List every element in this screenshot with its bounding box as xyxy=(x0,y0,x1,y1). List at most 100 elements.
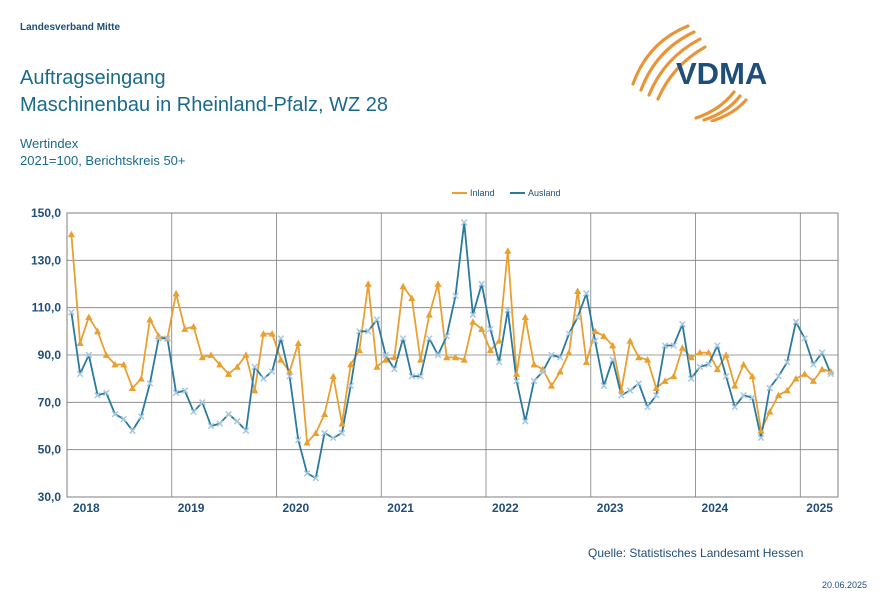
data-point-ausland xyxy=(740,391,747,399)
data-point-ausland xyxy=(329,434,337,442)
data-point-inland xyxy=(111,360,119,368)
data-point-inland xyxy=(504,247,512,254)
data-point-inland xyxy=(207,351,215,358)
y-tick-label: 30,0 xyxy=(38,490,62,504)
chart-title-line1: Auftragseingang xyxy=(20,67,166,89)
data-point-ausland xyxy=(714,342,721,349)
data-point-inland xyxy=(338,420,346,427)
data-point-ausland xyxy=(801,335,808,342)
data-point-inland xyxy=(731,382,739,389)
x-tick-label: 2023 xyxy=(597,501,624,515)
data-point-inland xyxy=(408,294,416,302)
data-point-ausland xyxy=(321,429,328,437)
series-line-ausland xyxy=(70,221,832,480)
data-point-inland xyxy=(93,327,102,335)
data-point-ausland xyxy=(452,292,459,300)
data-point-ausland xyxy=(818,349,826,356)
data-point-ausland xyxy=(277,335,285,342)
data-point-ausland xyxy=(469,311,477,319)
y-tick-label: 110,0 xyxy=(32,301,62,315)
x-tick-label: 2025 xyxy=(806,501,833,515)
data-point-inland xyxy=(609,341,617,349)
data-point-inland xyxy=(425,311,433,318)
data-point-ausland xyxy=(775,372,782,380)
data-point-inland xyxy=(399,282,407,290)
logo-arcs xyxy=(631,24,748,122)
source-note: Quelle: Statistisches Landesamt Hessen xyxy=(588,546,804,560)
date-stamp: 20.06.2025 xyxy=(821,580,867,590)
data-point-inland xyxy=(434,280,442,287)
data-point-ausland xyxy=(626,387,634,394)
data-point-inland xyxy=(713,365,721,373)
data-point-ausland xyxy=(242,427,250,435)
data-point-ausland xyxy=(644,403,651,411)
data-point-ausland xyxy=(687,375,695,382)
data-point-inland xyxy=(678,344,687,351)
data-point-inland xyxy=(312,429,320,436)
data-point-ausland xyxy=(137,413,145,420)
chart-title: Auftragseingang Maschinenbau in Rheinlan… xyxy=(20,65,388,119)
data-point-ausland xyxy=(417,372,424,380)
data-point-ausland xyxy=(268,368,276,375)
logo-text: VDMA xyxy=(676,56,767,91)
data-point-inland xyxy=(146,315,154,323)
data-point-inland xyxy=(181,325,189,332)
data-point-inland xyxy=(652,384,660,392)
data-point-ausland xyxy=(198,399,206,406)
data-point-inland xyxy=(705,349,713,356)
data-point-ausland xyxy=(521,417,529,425)
chart-subtitle-line1: Wertindex xyxy=(20,136,79,151)
legend-inland-label: Inland xyxy=(470,188,495,198)
data-point-ausland xyxy=(539,368,547,375)
y-axis-ticks: 150,0 130,0 110,0 90,0 70,0 50,0 30,0 xyxy=(31,206,61,504)
data-point-ausland xyxy=(792,318,800,326)
vdma-logo: VDMA xyxy=(631,24,767,122)
x-tick-label: 2021 xyxy=(387,501,414,515)
data-point-ausland xyxy=(164,335,171,342)
data-point-inland xyxy=(259,330,268,337)
data-point-ausland xyxy=(504,306,512,314)
data-point-inland xyxy=(233,363,241,370)
data-point-ausland xyxy=(399,335,407,342)
data-point-ausland xyxy=(600,382,608,390)
x-tick-label: 2019 xyxy=(178,501,205,515)
x-axis-ticks: 2018 2019 2020 2021 2022 2023 2024 2025 xyxy=(73,501,833,515)
data-point-inland xyxy=(347,360,355,368)
data-point-inland xyxy=(547,382,556,389)
organization-label: Landesverband Mitte xyxy=(20,22,121,33)
data-point-inland xyxy=(565,349,573,356)
data-point-inland xyxy=(268,330,276,337)
data-point-inland xyxy=(251,386,259,394)
data-point-inland xyxy=(818,365,826,373)
data-point-inland xyxy=(451,353,460,361)
data-point-inland xyxy=(600,332,608,339)
data-point-inland xyxy=(320,410,329,418)
data-point-ausland xyxy=(155,335,162,342)
data-point-inland xyxy=(495,337,503,344)
series-line-inland xyxy=(70,234,832,444)
data-point-ausland xyxy=(609,356,616,364)
legend-ausland-label: Ausland xyxy=(528,188,561,198)
data-point-ausland xyxy=(679,320,686,328)
data-point-ausland xyxy=(565,330,573,338)
data-point-inland xyxy=(687,353,695,361)
data-point-inland xyxy=(137,375,145,382)
data-point-ausland xyxy=(548,351,555,359)
data-point-ausland xyxy=(696,363,704,371)
x-tick-label: 2024 xyxy=(702,501,729,515)
data-point-ausland xyxy=(233,417,241,425)
data-point-ausland xyxy=(591,337,599,345)
data-point-inland xyxy=(294,339,302,347)
data-point-ausland xyxy=(661,342,669,349)
data-point-ausland xyxy=(425,335,433,342)
data-point-ausland xyxy=(207,422,215,430)
data-point-inland xyxy=(67,230,75,238)
data-point-ausland xyxy=(583,290,590,297)
data-point-ausland xyxy=(670,342,678,349)
data-point-ausland xyxy=(757,434,765,442)
data-point-inland xyxy=(460,356,468,363)
data-point-ausland xyxy=(460,219,468,226)
data-point-inland xyxy=(739,360,748,368)
data-point-inland xyxy=(635,353,643,361)
data-point-ausland xyxy=(286,372,293,380)
